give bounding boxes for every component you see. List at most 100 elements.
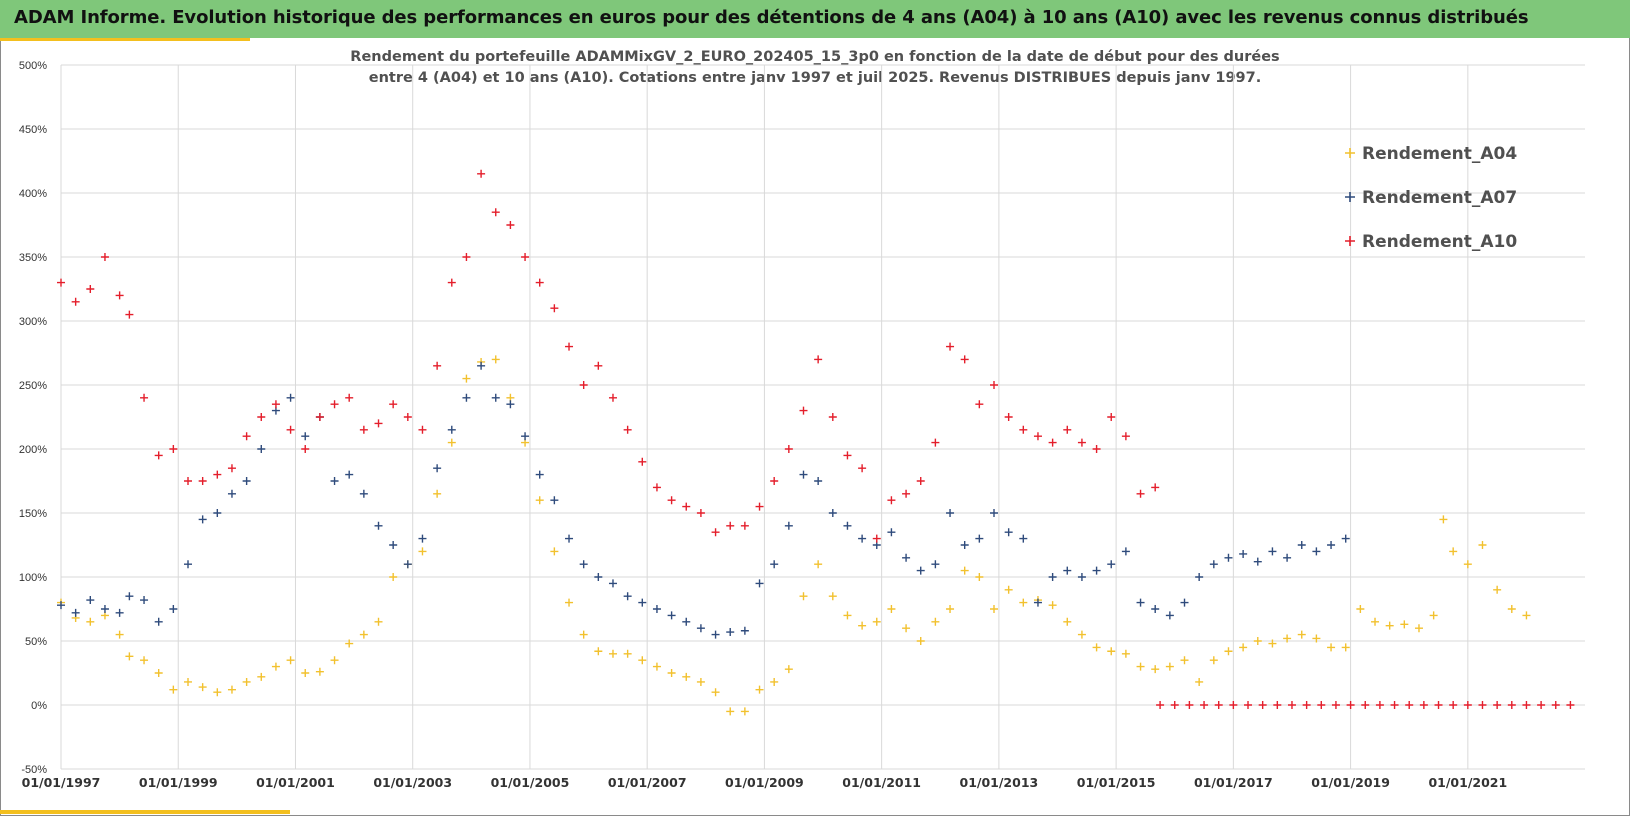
data-point	[389, 541, 398, 549]
data-point	[960, 355, 969, 364]
data-point	[154, 669, 163, 677]
data-point	[726, 628, 735, 637]
data-point	[1346, 701, 1355, 709]
data-point	[726, 707, 735, 716]
data-point	[1239, 643, 1248, 652]
data-point	[1507, 605, 1516, 613]
x-tick-label: 01/01/1997	[22, 775, 101, 790]
data-point	[86, 285, 95, 293]
data-point	[359, 489, 368, 498]
y-tick-label: -50%	[21, 764, 47, 776]
data-point	[843, 451, 852, 460]
data-point	[1317, 701, 1326, 709]
data-point	[115, 630, 124, 639]
data-point	[1522, 611, 1531, 620]
data-point	[1375, 701, 1384, 709]
data-point	[711, 528, 720, 537]
data-point	[594, 361, 603, 370]
data-point	[902, 624, 911, 633]
data-point	[1493, 585, 1502, 594]
data-point	[726, 521, 735, 530]
data-point	[535, 278, 544, 287]
data-point	[1283, 553, 1292, 562]
data-point	[1033, 598, 1042, 607]
data-point	[887, 528, 896, 537]
data-point	[359, 425, 368, 434]
x-tick-label: 01/01/2017	[1194, 775, 1273, 790]
data-point	[462, 374, 471, 383]
data-point	[1136, 662, 1145, 671]
x-tick-label: 01/01/2011	[842, 775, 921, 790]
data-point	[550, 496, 559, 505]
data-point	[1327, 541, 1336, 549]
data-point	[491, 355, 500, 364]
data-point	[623, 649, 632, 658]
data-point	[799, 592, 808, 601]
data-point	[623, 425, 632, 434]
data-point	[154, 617, 163, 626]
data-point	[1033, 432, 1042, 441]
data-point	[1297, 630, 1306, 639]
data-point	[872, 534, 881, 543]
data-point	[1224, 553, 1233, 562]
data-point	[594, 647, 603, 656]
data-point	[975, 573, 984, 581]
data-point	[902, 553, 911, 562]
data-point	[1048, 438, 1057, 447]
report-title: ADAM Informe. Evolution historique des p…	[14, 7, 1529, 28]
data-point	[418, 425, 427, 434]
data-point	[330, 656, 339, 665]
legend-label: Rendement_A10	[1362, 232, 1517, 252]
data-point	[57, 278, 65, 287]
y-axis-ticks: -50% 0% 50% 100% 150% 200% 250% 300% 350% 400% 450…	[19, 60, 47, 776]
x-tick-label: 01/01/2015	[1077, 775, 1156, 790]
data-point	[755, 685, 764, 694]
data-point	[1405, 701, 1414, 709]
data-point	[403, 413, 412, 421]
data-point	[1195, 573, 1204, 581]
data-point	[301, 669, 310, 677]
data-point	[946, 605, 955, 613]
data-point	[1537, 701, 1546, 709]
gridlines	[60, 64, 1585, 770]
data-point	[286, 656, 295, 665]
data-point	[345, 393, 354, 402]
data-point	[374, 521, 383, 530]
data-point	[184, 677, 193, 686]
data-point	[1361, 701, 1370, 709]
data-point	[71, 297, 80, 306]
data-point	[389, 573, 398, 581]
data-point	[506, 221, 515, 229]
data-point	[1429, 611, 1438, 620]
data-point	[447, 278, 456, 287]
data-point	[1229, 701, 1238, 709]
data-point	[652, 483, 661, 492]
data-point	[125, 652, 134, 661]
data-point	[946, 509, 955, 517]
data-point	[140, 393, 149, 402]
data-point	[447, 438, 456, 447]
data-point	[1258, 701, 1267, 709]
data-point	[403, 560, 412, 569]
data-point	[1195, 677, 1204, 686]
data-points	[57, 169, 1575, 716]
data-point	[1268, 639, 1277, 648]
data-point	[667, 669, 676, 677]
data-point	[1185, 701, 1194, 709]
data-point	[271, 662, 280, 671]
x-tick-label: 01/01/2003	[373, 775, 452, 790]
data-point	[652, 605, 661, 613]
data-point	[1273, 701, 1282, 709]
data-point	[1077, 438, 1086, 447]
series-Rendement_A07	[57, 361, 1350, 639]
data-point	[1331, 701, 1340, 709]
data-point	[1371, 617, 1380, 626]
y-tick-label: 50%	[25, 636, 47, 648]
data-point	[565, 598, 574, 607]
data-point	[784, 521, 793, 530]
data-point	[1239, 549, 1248, 558]
data-point	[638, 457, 647, 466]
data-point	[115, 608, 124, 617]
data-point	[1170, 701, 1179, 709]
data-point	[1341, 534, 1350, 543]
